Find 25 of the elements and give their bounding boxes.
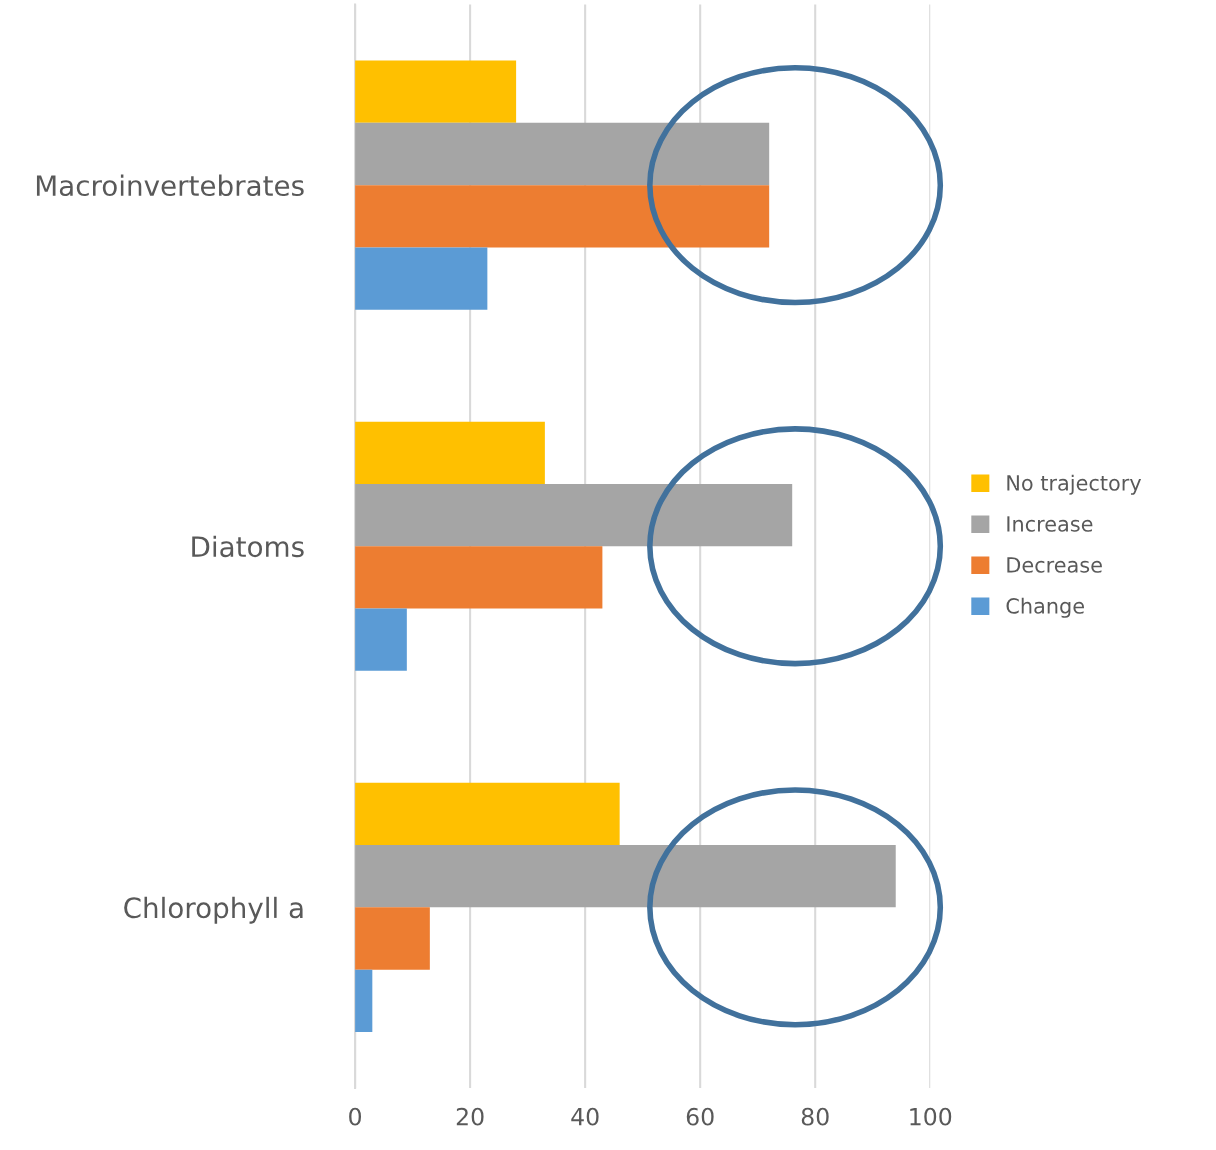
bar <box>355 907 430 970</box>
bar <box>355 782 620 846</box>
bar <box>355 185 770 248</box>
bar <box>355 60 517 123</box>
legend-label: Increase <box>1007 516 1093 532</box>
y-tick-label: Macroinvertebrates <box>36 174 304 197</box>
bar <box>355 969 373 1032</box>
y-tick-label: Diatoms <box>192 535 304 558</box>
legend-label: Decrease <box>1007 557 1102 573</box>
legend-label: Change <box>1006 597 1084 618</box>
legend-label: No trajectory <box>1007 474 1142 495</box>
y-tick-label: Chlorophyll a <box>124 896 303 924</box>
bar <box>355 546 603 609</box>
x-tick-label: 80 <box>801 1107 829 1126</box>
bar <box>355 608 407 671</box>
x-tick-label: 40 <box>571 1107 599 1126</box>
x-tick-label: 100 <box>910 1107 952 1126</box>
bar <box>355 845 896 908</box>
bar <box>355 421 545 484</box>
x-tick-label: 20 <box>456 1107 484 1126</box>
x-tick-label: 60 <box>686 1107 714 1126</box>
x-tick-label: 0 <box>349 1107 362 1126</box>
bar <box>355 247 488 310</box>
bar <box>355 483 793 547</box>
bar <box>355 122 770 186</box>
